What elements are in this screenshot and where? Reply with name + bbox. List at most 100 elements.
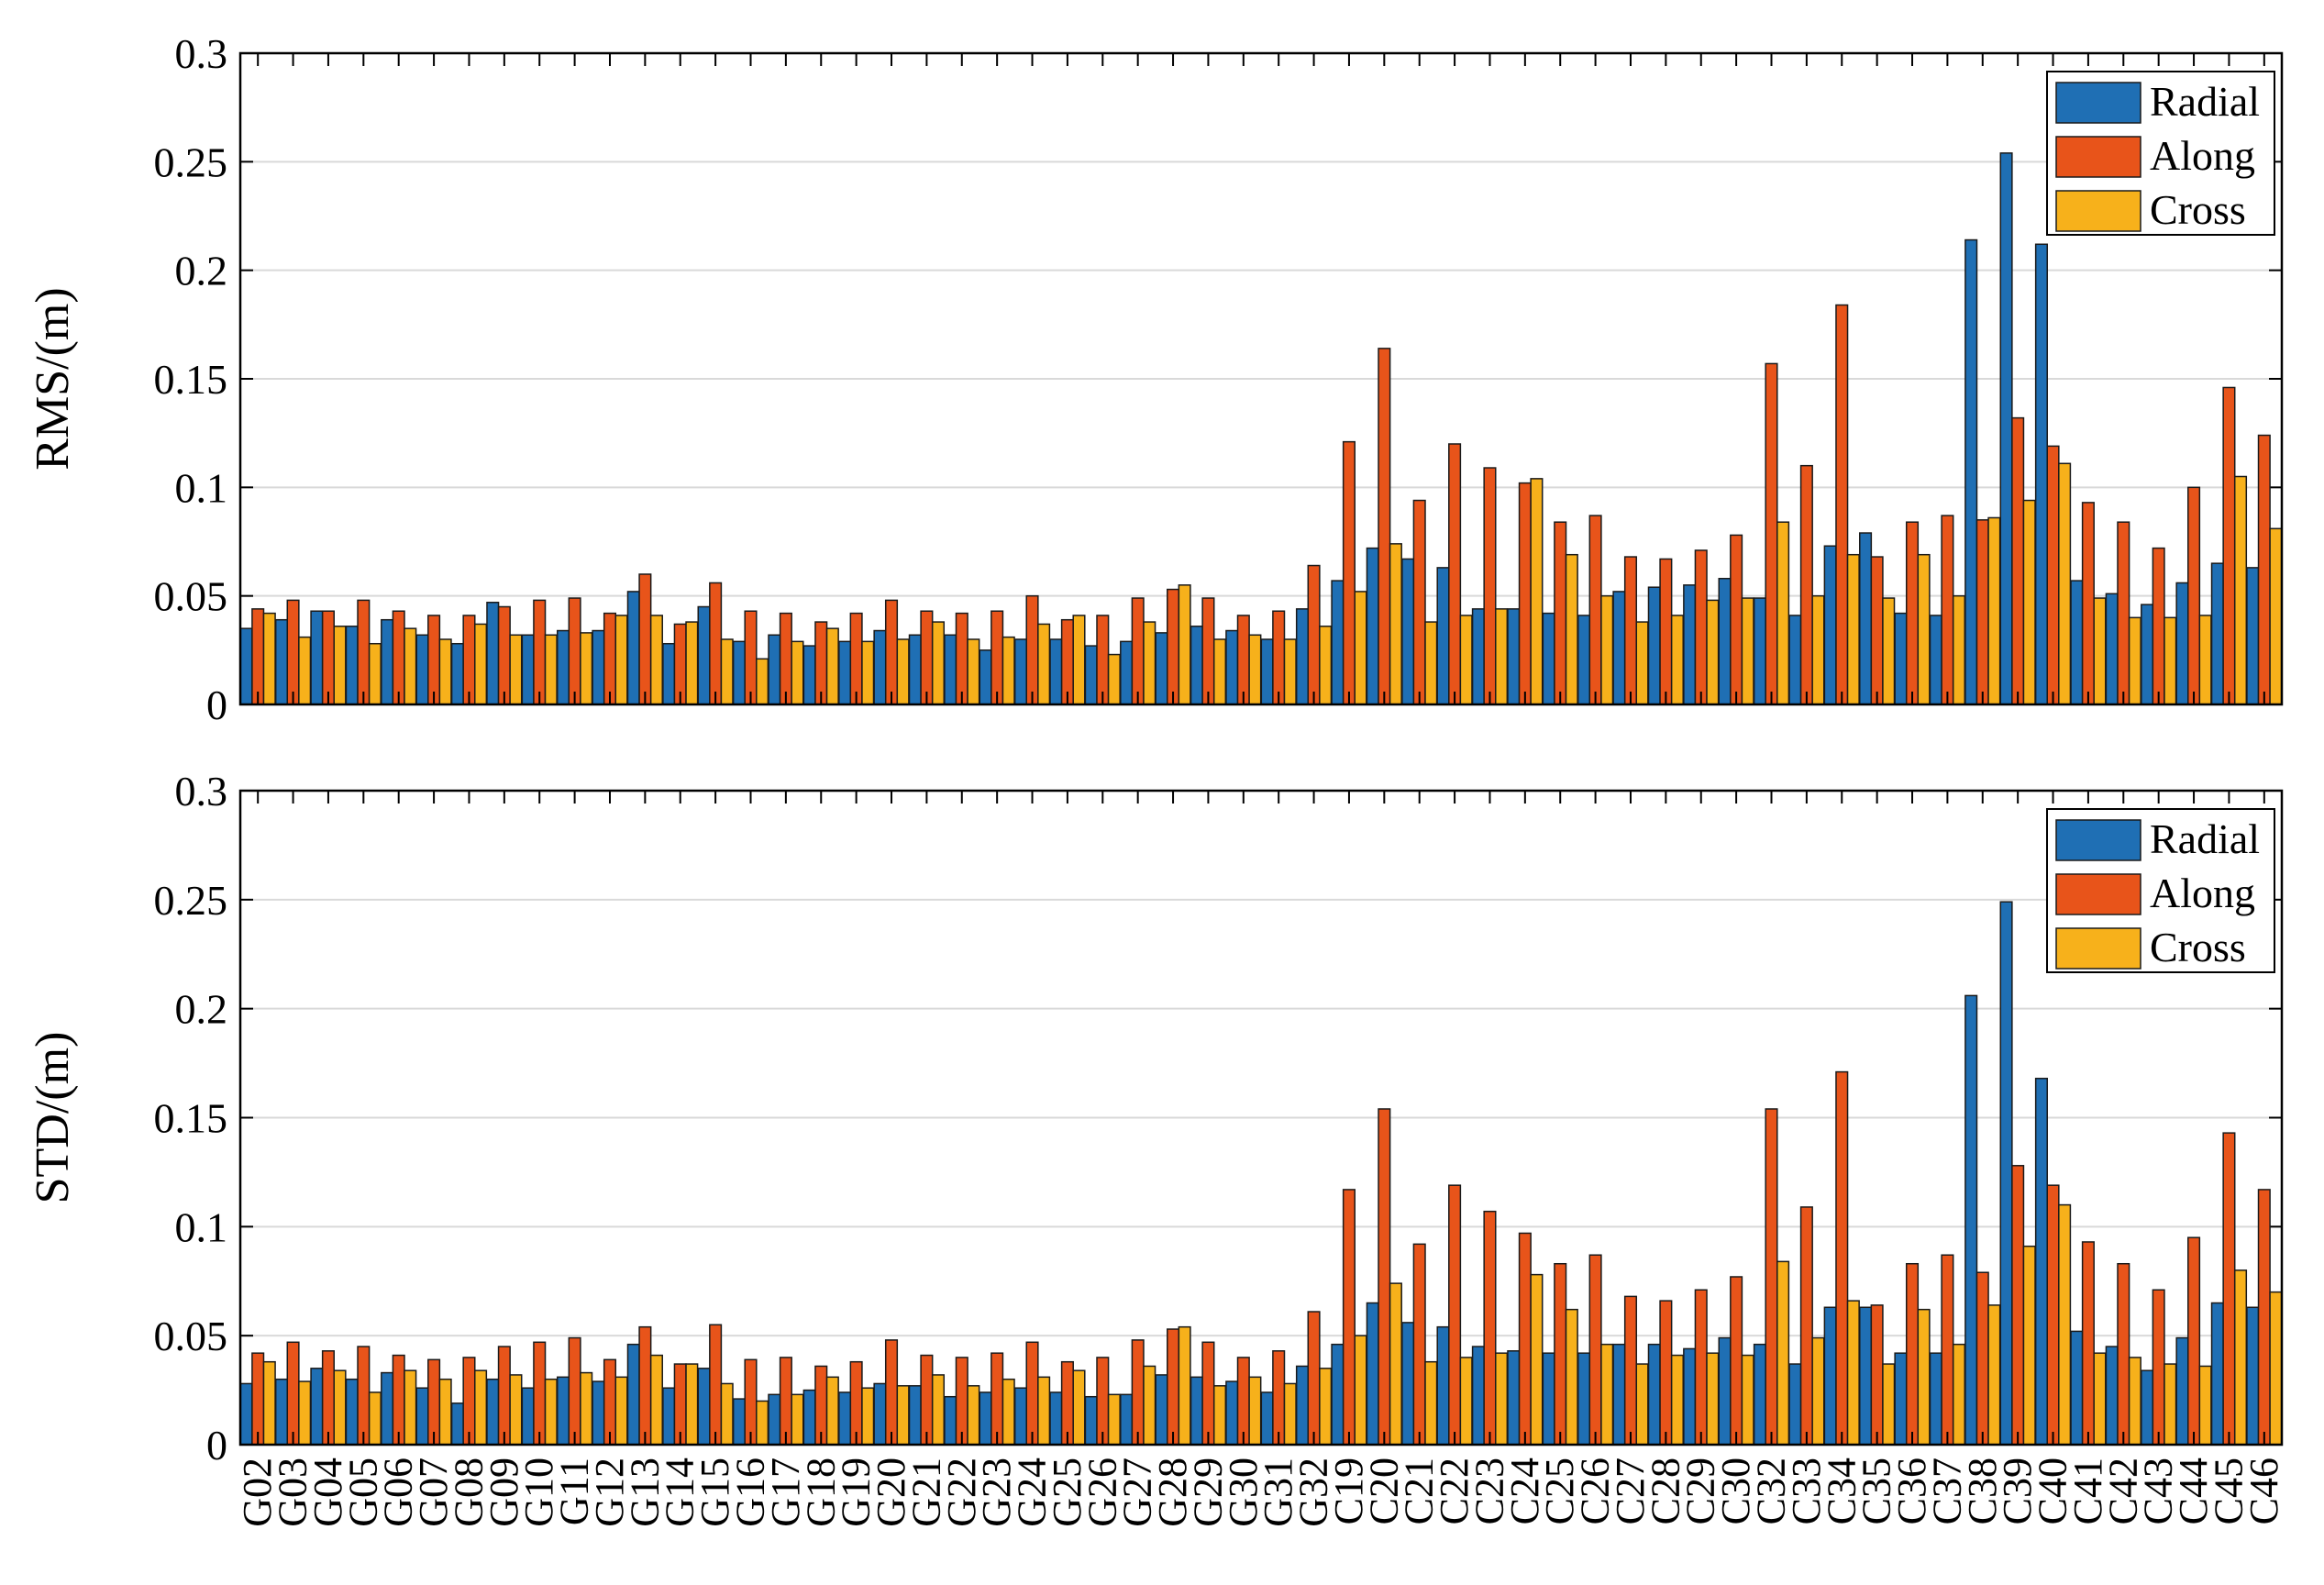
bar-along-c40 bbox=[2046, 1184, 2060, 1446]
bar-radial-c29 bbox=[1683, 584, 1697, 705]
x-tick-label: G30 bbox=[1221, 1458, 1266, 1527]
legend-swatch-radial bbox=[2055, 82, 2141, 124]
bar-cross-c38 bbox=[1987, 516, 2001, 705]
bar-cross-c41 bbox=[2093, 1352, 2107, 1446]
bar-cross-c19 bbox=[1354, 1335, 1367, 1446]
bar-cross-c24 bbox=[1530, 1273, 1544, 1446]
bar-along-g05 bbox=[357, 599, 371, 705]
bar-cross-c25 bbox=[1565, 1308, 1578, 1446]
bar-cross-c43 bbox=[2164, 616, 2177, 705]
bar-along-c37 bbox=[1941, 1254, 1954, 1446]
x-tick-label: C29 bbox=[1678, 1458, 1723, 1524]
bar-along-g23 bbox=[990, 1352, 1004, 1446]
bar-radial-g21 bbox=[908, 634, 922, 705]
bar-along-c40 bbox=[2046, 445, 2060, 705]
bar-cross-g16 bbox=[756, 658, 769, 705]
x-tick-label: G22 bbox=[939, 1458, 984, 1527]
bar-along-g16 bbox=[744, 610, 758, 705]
bar-along-g17 bbox=[779, 1357, 792, 1446]
x-tick-label: G05 bbox=[340, 1458, 385, 1527]
bar-radial-g19 bbox=[838, 640, 852, 705]
bar-cross-c28 bbox=[1670, 615, 1684, 705]
bar-along-g10 bbox=[533, 1341, 547, 1446]
bar-radial-g13 bbox=[626, 591, 640, 705]
bar-along-c27 bbox=[1623, 1295, 1638, 1446]
x-tick-label: C45 bbox=[2206, 1458, 2251, 1524]
bar-along-g03 bbox=[286, 599, 300, 705]
axes-frame bbox=[238, 789, 2284, 1446]
bar-cross-c22 bbox=[1459, 615, 1473, 705]
legend-swatch-cross bbox=[2055, 190, 2141, 232]
bar-along-g22 bbox=[955, 612, 968, 705]
bar-along-g28 bbox=[1167, 588, 1180, 705]
bar-along-g32 bbox=[1307, 1311, 1321, 1446]
bar-cross-g10 bbox=[544, 634, 558, 705]
bar-cross-g07 bbox=[438, 1378, 452, 1446]
bar-cross-g12 bbox=[614, 1376, 628, 1446]
bar-cross-c42 bbox=[2128, 1357, 2141, 1446]
bar-radial-c36 bbox=[1894, 612, 1908, 705]
bar-along-c32 bbox=[1765, 362, 1778, 705]
x-tick-label: C25 bbox=[1537, 1458, 1582, 1524]
bar-radial-c45 bbox=[2210, 1302, 2224, 1446]
bar-radial-c28 bbox=[1647, 1343, 1661, 1446]
bar-radial-c43 bbox=[2141, 604, 2154, 705]
legend-swatch-along bbox=[2055, 136, 2141, 178]
y-axis-title: STD/(m) bbox=[27, 1032, 79, 1204]
bar-along-g31 bbox=[1272, 610, 1286, 705]
x-tick-label: C34 bbox=[1819, 1458, 1864, 1524]
bar-along-c23 bbox=[1483, 1210, 1497, 1446]
bar-radial-g18 bbox=[802, 645, 816, 705]
bar-radial-c41 bbox=[2070, 1330, 2084, 1446]
bar-radial-c20 bbox=[1366, 1302, 1379, 1446]
bar-radial-c29 bbox=[1683, 1347, 1697, 1446]
bar-along-c34 bbox=[1835, 1070, 1849, 1446]
bar-cross-c21 bbox=[1424, 1360, 1438, 1446]
bar-cross-c46 bbox=[2269, 1291, 2283, 1446]
bar-radial-c44 bbox=[2175, 582, 2189, 705]
y-tick-label: 0.1 bbox=[175, 1203, 228, 1250]
bar-cross-c42 bbox=[2128, 616, 2141, 705]
bar-cross-g31 bbox=[1283, 1382, 1297, 1446]
bar-radial-g16 bbox=[732, 640, 746, 705]
bar-along-c36 bbox=[1905, 521, 1920, 705]
bar-radial-g17 bbox=[768, 1393, 781, 1446]
bar-along-g10 bbox=[533, 599, 547, 705]
bar-cross-g05 bbox=[368, 642, 382, 705]
bar-cross-c19 bbox=[1354, 591, 1367, 705]
bar-radial-c38 bbox=[1964, 994, 1978, 1446]
bar-along-g15 bbox=[709, 1324, 723, 1446]
x-tick-label: G09 bbox=[481, 1458, 526, 1527]
bar-along-g26 bbox=[1096, 615, 1110, 705]
bar-radial-g22 bbox=[944, 1395, 957, 1446]
bar-along-g27 bbox=[1131, 1339, 1145, 1446]
bar-along-c44 bbox=[2187, 1236, 2201, 1446]
bar-cross-g11 bbox=[580, 632, 593, 705]
bar-cross-g25 bbox=[1072, 615, 1086, 705]
bar-cross-g03 bbox=[298, 1380, 312, 1446]
bar-along-c27 bbox=[1623, 556, 1638, 705]
y-tick-label: 0.05 bbox=[154, 1313, 228, 1359]
bar-cross-g30 bbox=[1248, 634, 1262, 705]
bar-cross-g22 bbox=[967, 1385, 980, 1446]
bar-cross-c44 bbox=[2198, 615, 2212, 705]
bar-radial-c40 bbox=[2034, 243, 2048, 705]
bar-along-g06 bbox=[392, 610, 405, 705]
bar-cross-g04 bbox=[333, 1369, 347, 1446]
y-tick-label: 0.25 bbox=[154, 877, 228, 924]
x-tick-label: C22 bbox=[1432, 1458, 1477, 1524]
bar-along-c25 bbox=[1554, 521, 1567, 705]
bar-radial-g13 bbox=[626, 1343, 640, 1446]
bar-radial-c24 bbox=[1507, 1350, 1521, 1446]
bar-along-c41 bbox=[2081, 1241, 2095, 1446]
x-tick-label: G08 bbox=[446, 1458, 491, 1527]
bar-radial-c26 bbox=[1577, 1352, 1591, 1446]
bar-radial-g31 bbox=[1260, 1391, 1274, 1446]
bar-along-g04 bbox=[321, 610, 335, 705]
bar-cross-g03 bbox=[298, 636, 312, 705]
bar-along-g23 bbox=[990, 610, 1004, 705]
bar-along-c28 bbox=[1659, 558, 1673, 705]
bar-cross-c27 bbox=[1635, 621, 1649, 705]
bar-along-c46 bbox=[2257, 434, 2271, 705]
bar-cross-c30 bbox=[1741, 597, 1754, 705]
